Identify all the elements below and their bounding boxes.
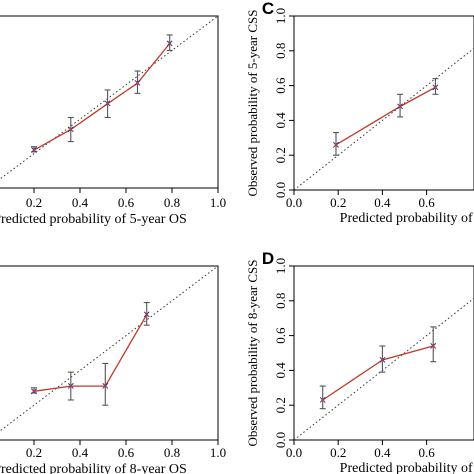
plot-area: ✕✕✕ (294, 297, 474, 440)
y-tick-label: 0.0 (273, 432, 288, 448)
y-tick-label: 0.0 (273, 182, 288, 198)
reference-diagonal (0, 266, 218, 432)
y-tick-label: 0.8 (273, 293, 288, 309)
x-tick-label: 0.2 (330, 445, 346, 460)
plot-area: ✕✕✕✕✕ (0, 16, 218, 180)
x-tick-label: 0.2 (26, 445, 42, 460)
data-point (69, 384, 73, 388)
plot-frame (293, 15, 474, 191)
data-point (32, 389, 36, 393)
data-point (168, 42, 171, 45)
y-tick-label: 1.0 (273, 258, 288, 274)
x-axis-title: Predicted probability of 5-year OS (0, 212, 187, 227)
calibration-line (33, 43, 171, 151)
x-axis-title: Predicted probability of 8-year CSS (340, 461, 474, 474)
y-tick-label: 0.6 (273, 77, 288, 94)
calibration-line (322, 345, 434, 401)
panel-8-year-css: ✕✕✕ 0.0 0.2 0.4 0.6 0.0 0.2 0.4 0.6 0.8 1.0 Predict… (245, 249, 474, 474)
panel-5-year-os: ✕✕✕✕✕ 0.2 0.4 0.6 0.8 1.0 Predicted probabilit… (0, 15, 226, 227)
y-tick-label: 0.4 (273, 112, 288, 129)
data-point (398, 105, 402, 108)
plot-frame (0, 15, 219, 189)
x-tick-label: 0.8 (164, 445, 180, 460)
data-point (321, 398, 325, 402)
x-tick-label: 0.4 (72, 195, 89, 210)
y-tick-label: 0.6 (273, 327, 288, 344)
data-point (381, 358, 384, 362)
data-point (32, 148, 36, 152)
plot-frame (293, 265, 474, 441)
panel-letter: D (262, 249, 274, 268)
panel-5-year-css: ✕✕✕ 0.0 0.2 0.4 0.6 0.0 0.2 0.4 0.6 0.8 1.0 Predict… (245, 0, 474, 226)
x-tick-label: 0.6 (118, 445, 135, 460)
data-point (145, 313, 148, 317)
y-tick-label: 0.2 (273, 147, 288, 163)
data-point (334, 143, 338, 147)
x-tick-label: 0.4 (374, 195, 391, 210)
calibration-line (335, 86, 436, 146)
x-tick-label: 1.0 (210, 445, 226, 460)
data-point (434, 86, 437, 89)
data-point (136, 81, 139, 85)
panel-8-year-os: ✕✕✕✕ 0.2 0.4 0.6 0.8 1.0 Predicted probability… (0, 265, 226, 474)
panel-letter: C (262, 0, 274, 18)
reference-diagonal (294, 47, 474, 190)
x-tick-label: 1.0 (210, 195, 226, 210)
y-tick-label: 0.4 (273, 362, 288, 379)
x-tick-label: 0.4 (374, 445, 391, 460)
plot-frame (0, 265, 219, 441)
x-tick-label: 0.0 (286, 195, 302, 210)
y-tick-label: 0.8 (273, 43, 288, 59)
calibration-line (33, 314, 148, 392)
y-axis-title: Observed probability of 8-year CSS (245, 259, 260, 446)
x-tick-label: 0.6 (418, 445, 435, 460)
y-tick-label: 0.2 (273, 397, 288, 413)
x-tick-label: 0.4 (72, 445, 89, 460)
data-point (104, 384, 107, 388)
x-axis-title: Predicted probability of 8-year OS (0, 462, 187, 474)
plot-area: ✕✕✕ (294, 47, 474, 190)
y-axis-title: Observed probability of 5-year CSS (245, 9, 260, 196)
x-axis-title: Predicted probability of 5-year CSS (340, 211, 474, 226)
plot-area: ✕✕✕✕ (0, 266, 218, 432)
x-tick-label: 0.6 (418, 195, 435, 210)
data-point (431, 344, 435, 348)
data-point (69, 128, 73, 131)
reference-diagonal (294, 297, 474, 440)
y-tick-label: 1.0 (273, 8, 288, 24)
x-tick-label: 0.6 (118, 195, 135, 210)
x-tick-label: 0.0 (286, 445, 302, 460)
x-tick-label: 0.2 (330, 195, 346, 210)
x-tick-label: 0.8 (164, 195, 180, 210)
x-tick-label: 0.2 (26, 195, 42, 210)
data-point (106, 102, 109, 106)
